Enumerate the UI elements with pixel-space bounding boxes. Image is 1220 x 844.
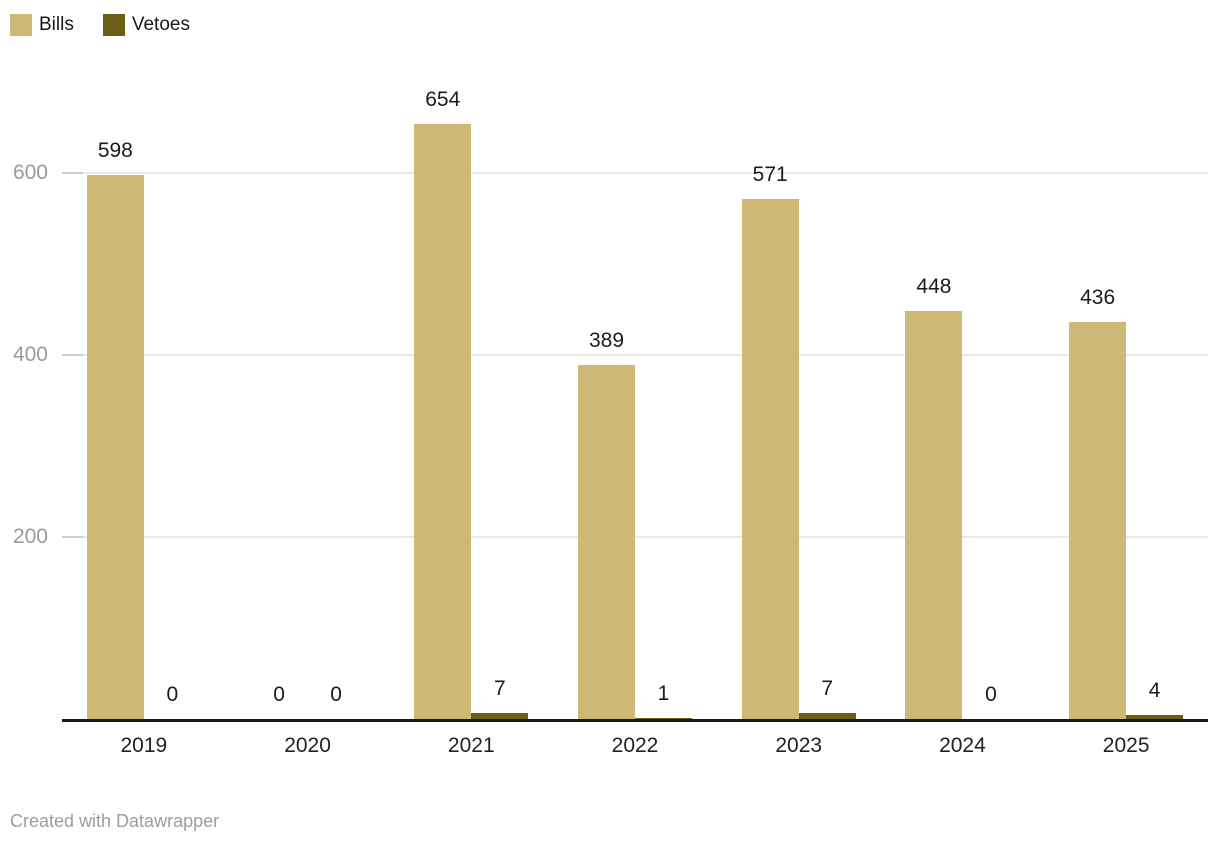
legend-label: Bills [39, 14, 74, 35]
value-label-vetoes-2023: 7 [821, 676, 834, 700]
legend-label: Vetoes [131, 14, 190, 35]
bar-bills-2022[interactable] [578, 365, 635, 719]
x-axis-label-2021: 2021 [447, 734, 495, 757]
value-label-vetoes-2022: 1 [657, 682, 670, 706]
x-axis-line [62, 719, 1208, 722]
value-label-bills-2025: 436 [1080, 286, 1116, 310]
bar-bills-2023[interactable] [741, 199, 799, 719]
y-axis-label-400: 400 [12, 343, 48, 366]
gridline-400 [62, 354, 1208, 356]
value-label-bills-2020: 0 [273, 683, 285, 706]
bar-vetoes-2023[interactable] [798, 712, 856, 719]
gridline-200 [62, 536, 1208, 538]
legend-swatch-bills [10, 14, 32, 36]
bar-bills-2024[interactable] [905, 311, 963, 719]
y-tick-600 [62, 172, 83, 174]
legend-item-vetoes: Vetoes [102, 14, 190, 36]
legend-item-bills: Bills [10, 14, 74, 36]
y-axis-label-200: 200 [12, 525, 48, 548]
value-label-vetoes-2019: 0 [166, 683, 179, 706]
bar-vetoes-2022[interactable] [635, 718, 692, 719]
value-label-vetoes-2024: 0 [985, 683, 997, 706]
x-axis-label-2023: 2023 [775, 734, 823, 757]
bar-vetoes-2025[interactable] [1126, 715, 1184, 719]
value-label-bills-2019: 598 [97, 138, 133, 162]
value-label-bills-2023: 571 [752, 163, 788, 187]
value-label-bills-2022: 389 [588, 329, 625, 353]
bar-bills-2025[interactable] [1069, 322, 1127, 719]
bar-vetoes-2021[interactable] [471, 712, 529, 719]
legend-swatch-vetoes [102, 14, 125, 36]
bar-bills-2021[interactable] [414, 123, 472, 719]
legend: Bills Vetoes [10, 14, 190, 36]
gridline-600 [62, 172, 1208, 174]
value-label-bills-2021: 654 [425, 87, 461, 111]
bar-bills-2019[interactable] [86, 174, 144, 719]
value-label-bills-2024: 448 [916, 275, 952, 299]
y-tick-200 [62, 536, 83, 538]
value-label-vetoes-2025: 4 [1148, 679, 1161, 703]
value-label-vetoes-2020: 0 [330, 683, 342, 706]
x-axis-label-2024: 2024 [939, 734, 986, 757]
x-axis-label-2019: 2019 [120, 734, 168, 757]
y-tick-400 [62, 354, 83, 356]
x-axis-label-2020: 2020 [284, 734, 331, 757]
y-axis-label-600: 600 [12, 161, 48, 184]
value-label-vetoes-2021: 7 [493, 676, 506, 700]
x-axis-label-2025: 2025 [1102, 734, 1150, 757]
x-axis-label-2022: 2022 [611, 734, 659, 757]
datawrapper-credit: Created with Datawrapper [10, 811, 220, 831]
